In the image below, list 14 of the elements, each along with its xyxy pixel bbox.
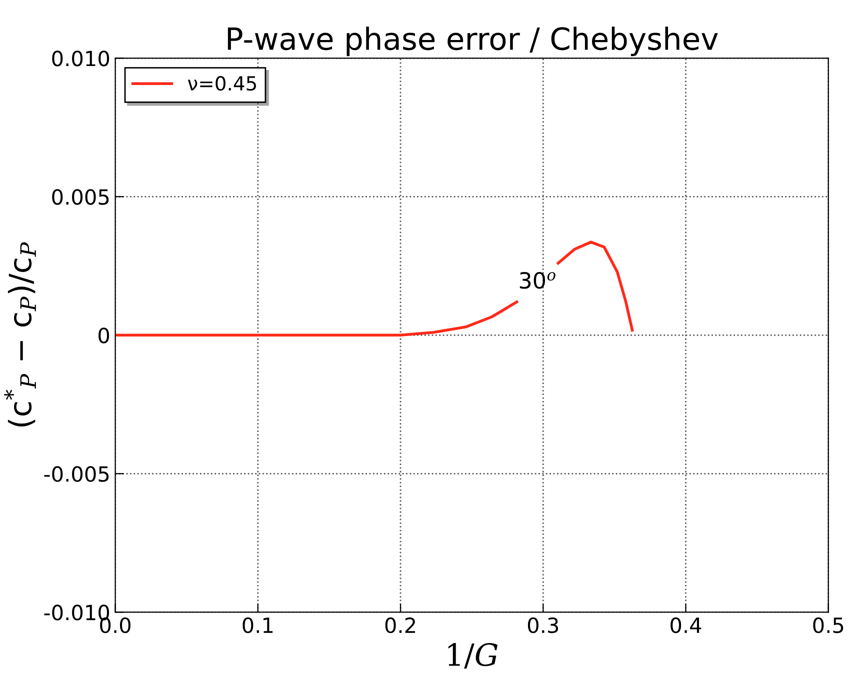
chart-title: P-wave phase error / Chebyshev xyxy=(228,26,718,56)
legend-label: ν=0.45 xyxy=(188,76,256,91)
x-tick-label: 0.4 xyxy=(670,617,702,634)
x-tick-label: 0.3 xyxy=(528,617,558,634)
x-tick-label: 0.1 xyxy=(242,617,273,634)
y-tick-label: 0 xyxy=(98,328,110,344)
y-tick-label: -0.005 xyxy=(44,466,109,482)
x-axis-title: 1/G xyxy=(448,643,498,669)
y-axis-title: (c$^{*}$$_{P}$ − c$_{P}$)/c$_{P}$ xyxy=(4,242,36,426)
y-tick-label: 0.010 xyxy=(52,50,110,66)
x-tick-label: 0.2 xyxy=(385,617,416,634)
x-tick-label: 0.5 xyxy=(813,617,844,634)
y-tick-label: 0.005 xyxy=(52,189,109,205)
annotation: 30$^{o}$ xyxy=(520,272,556,289)
